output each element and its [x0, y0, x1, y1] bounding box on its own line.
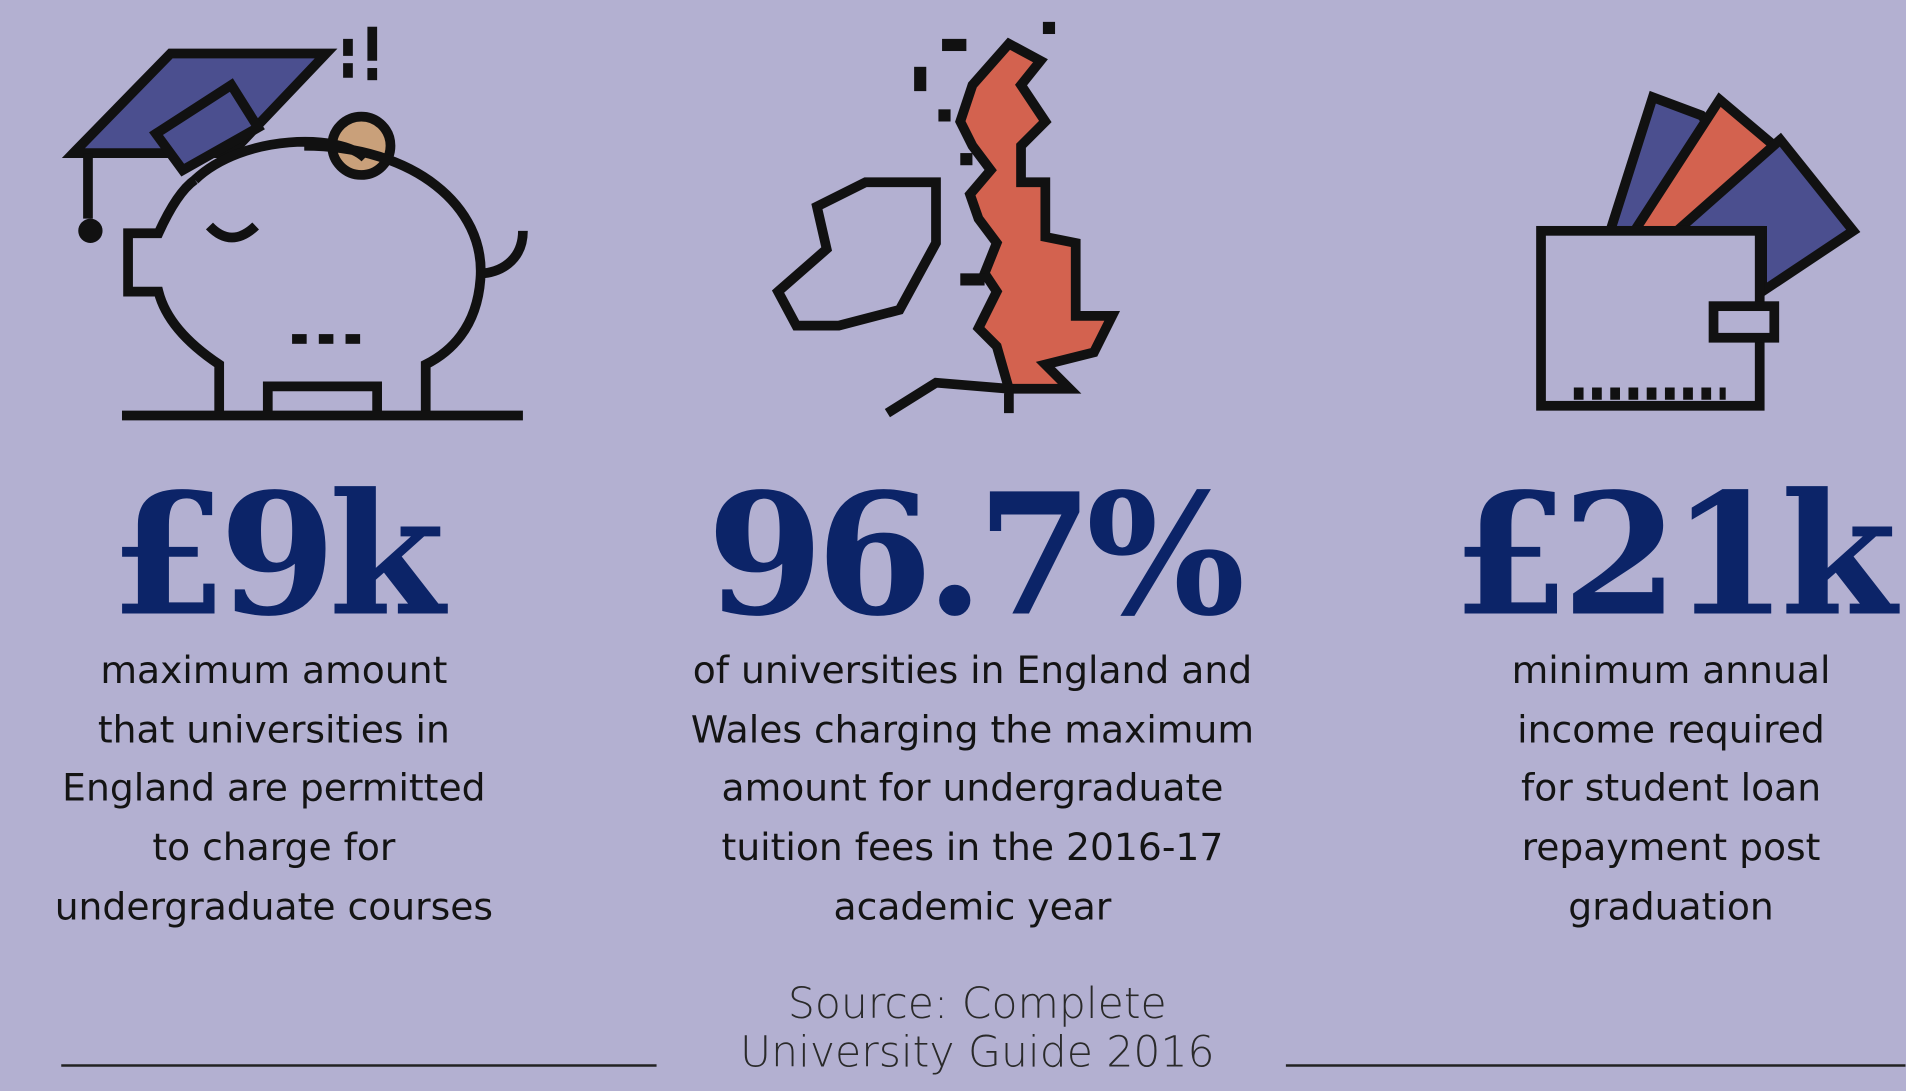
stat-description: that universities in — [98, 707, 450, 751]
stat-description: graduation — [1568, 885, 1773, 929]
stat-description: amount for undergraduate — [722, 766, 1224, 810]
stat-description: minimum annual — [1512, 648, 1831, 692]
piggy-bank-icon — [61, 26, 528, 421]
stat-description: of universities in England and — [693, 648, 1252, 692]
source-note: Source: Complete — [788, 980, 1167, 1029]
stat-description: repayment post — [1522, 825, 1821, 869]
stat-description: England are permitted — [62, 766, 485, 810]
stat-description: for student loan — [1521, 766, 1821, 810]
stat-figure: £9k — [110, 457, 449, 654]
stat-description: to charge for — [152, 825, 396, 869]
stat-description: academic year — [834, 885, 1112, 929]
stat-description: maximum amount — [100, 648, 447, 692]
stat-description: income required — [1517, 707, 1825, 751]
wallet-icon — [1536, 90, 1861, 411]
stat-figure: £21k — [1453, 457, 1901, 654]
stat-figure: 96.7% — [707, 457, 1242, 654]
uk-map-icon — [771, 21, 1121, 418]
source-note: University Guide 2016 — [740, 1029, 1215, 1078]
stat-description: Wales charging the maximum — [691, 707, 1254, 751]
stat-description: undergraduate courses — [55, 885, 493, 929]
stat-description: tuition fees in the 2016-17 — [722, 825, 1224, 869]
